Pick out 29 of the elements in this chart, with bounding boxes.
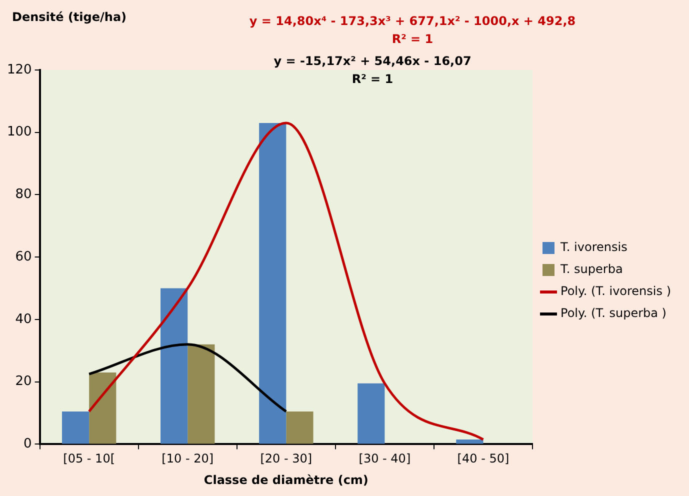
y-tick-label: 0 [24, 436, 32, 452]
line-series [88, 122, 484, 441]
bar [89, 372, 116, 444]
y-tick-label: 100 [6, 124, 32, 140]
y-tick-label: 120 [6, 62, 32, 78]
annotation: y = -15,17x² + 54,46x - 16,07 R² = 1 [274, 54, 472, 86]
x-tick-label: [05 - 10[ [63, 452, 116, 466]
legend-label: Poly. (T. superba ) [560, 306, 666, 320]
legend-label: T. ivorensis [560, 240, 628, 254]
bar [259, 123, 286, 444]
x-axis-title: Classe de diamètre (cm) [204, 472, 368, 487]
y-tick-label: 20 [15, 374, 32, 390]
x-tick-label: [30 - 40] [358, 452, 411, 466]
y-tick-label: 80 [15, 187, 32, 202]
y-tick-label: 60 [15, 249, 32, 264]
x-tick-label: [20 - 30] [260, 452, 312, 466]
x-tick-label: [40 - 50] [457, 452, 510, 466]
bar [286, 411, 314, 444]
bar [456, 440, 484, 444]
text: y = 14,80x⁴ - 173,3x³ + 677,1x² - 1000,x + 492,8 R² = 1 [249, 14, 576, 46]
bar [358, 383, 385, 444]
legend-label: Poly. (T. ivorensis ) [560, 284, 672, 298]
y-tick-label: 40 [15, 312, 32, 327]
bar [160, 288, 188, 444]
y-axis-title: Densité (tige/ha) [12, 10, 127, 24]
legend-label: T. superba [560, 262, 623, 276]
bar [62, 411, 90, 444]
x-tick-label: [10 - 20] [162, 452, 214, 466]
bar [188, 344, 215, 444]
